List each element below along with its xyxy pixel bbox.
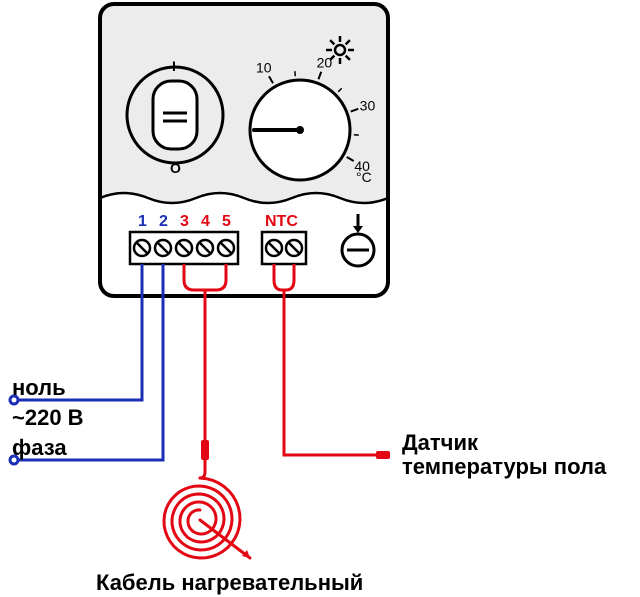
- dial-tick-label: 10: [256, 60, 272, 76]
- heating-cable: [164, 264, 250, 558]
- terminal-block-main: 12345: [130, 213, 238, 264]
- terminal-number: 5: [222, 213, 231, 230]
- switch-off-label: O: [170, 160, 181, 176]
- terminal-number: 2: [159, 213, 168, 230]
- switch-on-label: I: [172, 58, 176, 74]
- dial-tick-label: 30: [360, 97, 376, 113]
- sensor-label-2: температуры пола: [402, 454, 607, 479]
- dial-unit: °C: [356, 169, 372, 185]
- neutral-label: ноль: [12, 375, 66, 400]
- heating-cable-label: Кабель нагревательный: [96, 570, 363, 595]
- ntc-label: NTC: [265, 213, 298, 230]
- terminal-number: 3: [180, 213, 189, 230]
- sensor-tip-icon: [376, 451, 390, 459]
- terminal-number: 4: [201, 213, 210, 230]
- sensor-label-1: Датчик: [402, 430, 479, 455]
- dial-tick-label: 20: [317, 54, 333, 70]
- mains-voltage-label: ~220 В: [12, 405, 84, 430]
- phase-label: фаза: [12, 435, 67, 460]
- terminal-number: 1: [138, 213, 147, 230]
